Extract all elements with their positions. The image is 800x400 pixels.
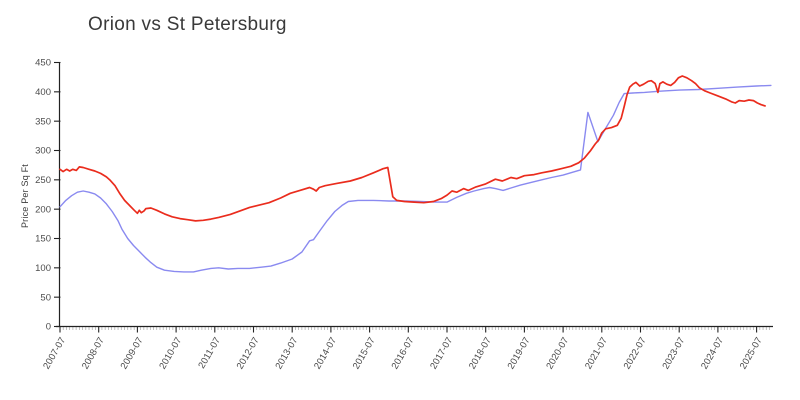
y-tick-label: 0 <box>46 322 51 333</box>
series-line-st-petersburg <box>59 84 772 273</box>
x-tick-label: 2017-07 <box>428 336 455 372</box>
x-tick-label: 2015-07 <box>351 336 378 372</box>
y-tick-label: 100 <box>35 263 51 274</box>
y-tick-label: 350 <box>35 116 51 127</box>
x-tick-label: 2024-07 <box>699 336 726 372</box>
x-tick-label: 2014-07 <box>312 336 339 372</box>
x-tick-label: 2022-07 <box>622 336 649 372</box>
series-line-orion <box>59 75 766 222</box>
y-tick-label: 400 <box>35 87 51 98</box>
y-tick-label: 450 <box>35 58 51 69</box>
x-tick-label: 2008-07 <box>80 336 107 372</box>
x-tick-label: 2007-07 <box>41 336 68 372</box>
x-tick-label: 2011-07 <box>196 336 223 371</box>
x-tick-label: 2025-07 <box>738 336 765 372</box>
x-tick-label: 2021-07 <box>583 336 610 372</box>
y-tick-label: 200 <box>35 204 51 215</box>
chart-title: Orion vs St Petersburg <box>88 14 287 35</box>
x-tick-label: 2020-07 <box>544 336 571 372</box>
y-tick-label: 250 <box>35 175 51 186</box>
x-tick-label: 2018-07 <box>467 336 494 372</box>
y-tick-label: 300 <box>35 146 51 157</box>
x-tick-label: 2023-07 <box>660 336 687 372</box>
x-tick-label: 2012-07 <box>235 336 262 372</box>
x-tick-label: 2019-07 <box>506 336 533 372</box>
y-tick-label: 50 <box>40 292 51 303</box>
x-tick-label: 2009-07 <box>119 336 146 372</box>
y-tick-label: 150 <box>35 234 51 245</box>
x-tick-label: 2013-07 <box>273 336 300 372</box>
x-tick-label: 2010-07 <box>157 336 184 372</box>
x-tick-label: 2016-07 <box>390 336 417 372</box>
